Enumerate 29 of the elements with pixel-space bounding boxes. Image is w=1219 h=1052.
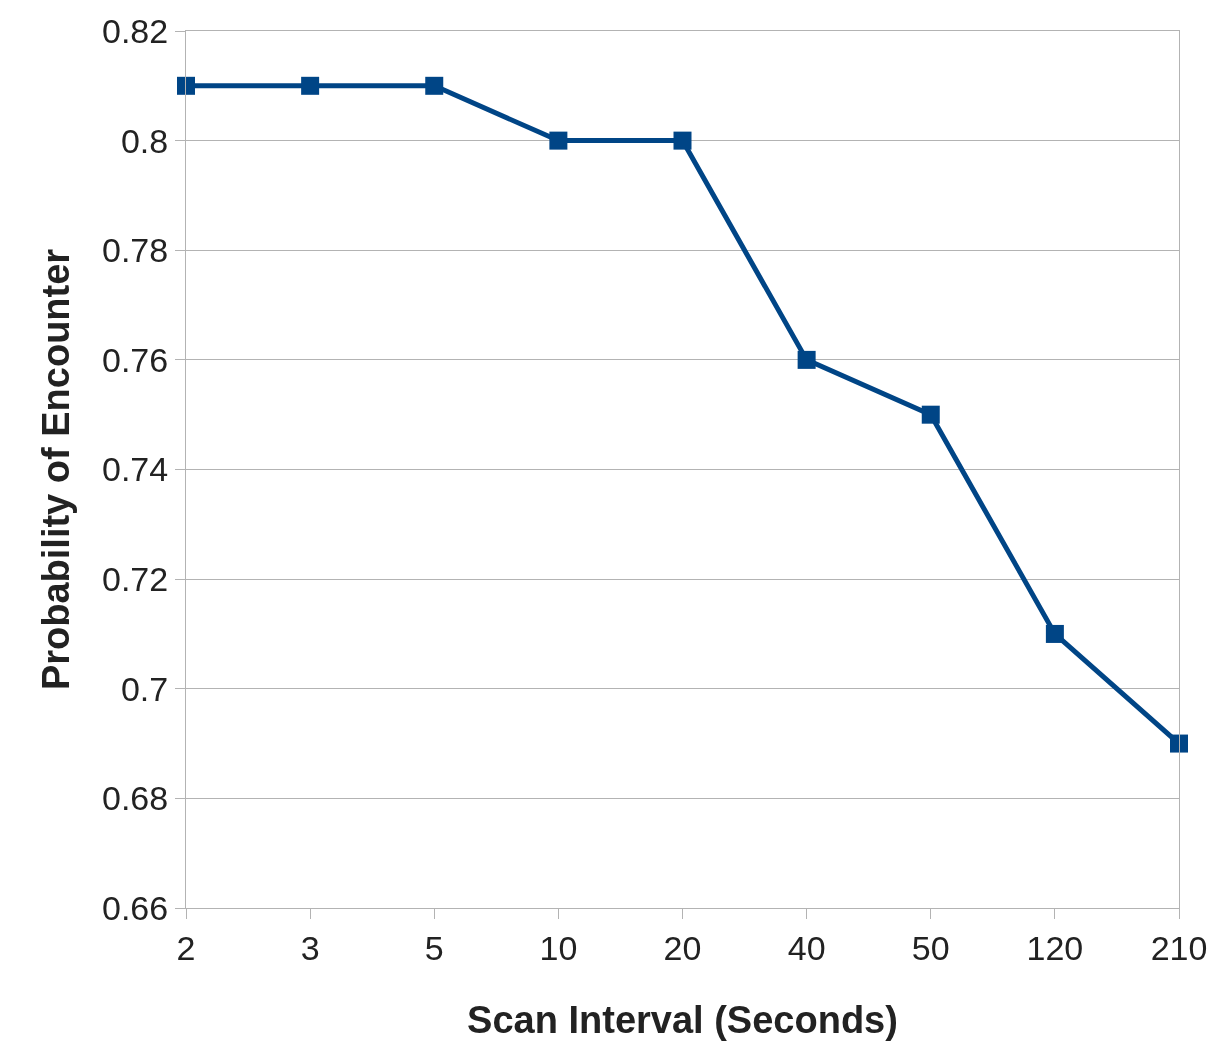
x-tick-label: 20 bbox=[663, 928, 702, 967]
x-tick-label: 3 bbox=[300, 928, 320, 967]
point bbox=[549, 131, 568, 150]
y-tick-label: 0.72 bbox=[102, 560, 169, 599]
x-axis-title: Scan Interval (Seconds) bbox=[467, 998, 898, 1041]
y-tick-label: 0.7 bbox=[120, 669, 169, 708]
y-axis-title: Probability of Encounter bbox=[35, 248, 78, 691]
point bbox=[1170, 734, 1188, 753]
x-tick-label: 50 bbox=[911, 928, 950, 967]
point bbox=[425, 76, 444, 95]
y-tick-label: 0.68 bbox=[102, 779, 169, 818]
x-tick-label: 2 bbox=[176, 928, 196, 967]
y-tick-label: 0.66 bbox=[102, 888, 169, 927]
y-tick-label: 0.82 bbox=[102, 11, 169, 50]
point bbox=[797, 350, 816, 369]
y-tick-label: 0.78 bbox=[102, 231, 169, 270]
y-tick-label: 0.8 bbox=[120, 121, 169, 160]
x-tick-label: 10 bbox=[539, 928, 578, 967]
x-tick-label: 210 bbox=[1150, 928, 1208, 967]
x-tick-label: 40 bbox=[787, 928, 826, 967]
y-tick-label: 0.74 bbox=[102, 450, 169, 489]
point bbox=[177, 76, 195, 95]
y-tick-label: 0.76 bbox=[102, 340, 169, 379]
point bbox=[921, 405, 940, 424]
point bbox=[1045, 624, 1064, 643]
point bbox=[301, 76, 320, 95]
x-tick-label: 5 bbox=[424, 928, 444, 967]
x-tick-label: 120 bbox=[1026, 928, 1084, 967]
point bbox=[673, 131, 692, 150]
